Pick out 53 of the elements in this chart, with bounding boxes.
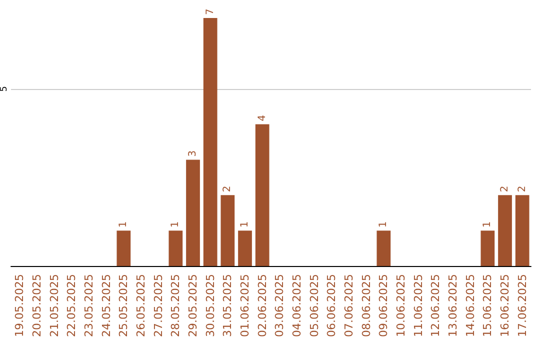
bar xyxy=(203,18,218,266)
bar xyxy=(255,124,270,266)
x-tick-label: 27.05.2025 xyxy=(152,274,165,338)
x-tick-label: 17.06.2025 xyxy=(516,274,529,338)
x-tick-label: 13.06.2025 xyxy=(446,274,460,338)
x-tick-label: 08.06.2025 xyxy=(360,274,373,338)
x-tick-label: 04.06.2025 xyxy=(290,274,304,338)
bar xyxy=(376,230,391,266)
y-tick-label: 5 xyxy=(0,86,10,92)
x-tick-label: 16.06.2025 xyxy=(498,274,512,338)
data-label: 2 xyxy=(516,186,528,192)
x-tick-label: 20.05.2025 xyxy=(30,274,44,338)
x-tick-label: 01.06.2025 xyxy=(238,274,252,338)
bar xyxy=(116,230,131,266)
data-label: 4 xyxy=(256,114,268,122)
x-tick-label: 24.05.2025 xyxy=(100,274,113,338)
x-tick-label: 15.06.2025 xyxy=(481,274,494,338)
data-label: 1 xyxy=(118,221,130,228)
x-tick-label: 25.05.2025 xyxy=(117,274,130,338)
data-label: 1 xyxy=(482,221,494,228)
data-label: 1 xyxy=(170,221,182,228)
x-tick-label: 21.05.2025 xyxy=(48,274,61,338)
bar xyxy=(186,160,200,266)
bar xyxy=(238,230,252,266)
x-tick-label: 07.06.2025 xyxy=(342,274,356,338)
x-tick-label: 09.06.2025 xyxy=(377,274,390,338)
data-label: 2 xyxy=(222,186,234,192)
x-tick-label: 22.05.2025 xyxy=(65,274,78,338)
x-tick-label: 28.05.2025 xyxy=(169,274,182,338)
x-tick-label: 10.06.2025 xyxy=(394,274,408,338)
x-tick-label: 31.05.2025 xyxy=(221,274,234,338)
bar xyxy=(515,195,530,266)
x-tick-label: 23.05.2025 xyxy=(82,274,96,338)
x-tick-label: 02.06.2025 xyxy=(256,274,269,338)
x-tick-label: 30.05.2025 xyxy=(204,274,217,338)
bar xyxy=(168,230,183,266)
x-tick-label: 12.06.2025 xyxy=(429,274,442,338)
x-tick-label: 14.06.2025 xyxy=(464,274,477,338)
data-label: 3 xyxy=(188,150,198,157)
x-tick-label: 19.05.2025 xyxy=(13,274,26,338)
x-tick-label: 11.06.2025 xyxy=(412,274,425,338)
data-label: 1 xyxy=(240,221,250,228)
data-label: 1 xyxy=(378,221,390,228)
x-tick-label: 06.06.2025 xyxy=(325,274,338,338)
bar xyxy=(480,230,495,266)
x-tick-label: 03.06.2025 xyxy=(273,274,286,338)
x-tick-label: 26.05.2025 xyxy=(134,274,148,338)
x-tick-label: 29.05.2025 xyxy=(186,274,200,338)
bar xyxy=(220,195,235,266)
data-label: 7 xyxy=(204,8,216,15)
data-label: 2 xyxy=(500,186,510,192)
bar xyxy=(498,195,512,266)
x-tick-label: 05.06.2025 xyxy=(308,274,321,338)
